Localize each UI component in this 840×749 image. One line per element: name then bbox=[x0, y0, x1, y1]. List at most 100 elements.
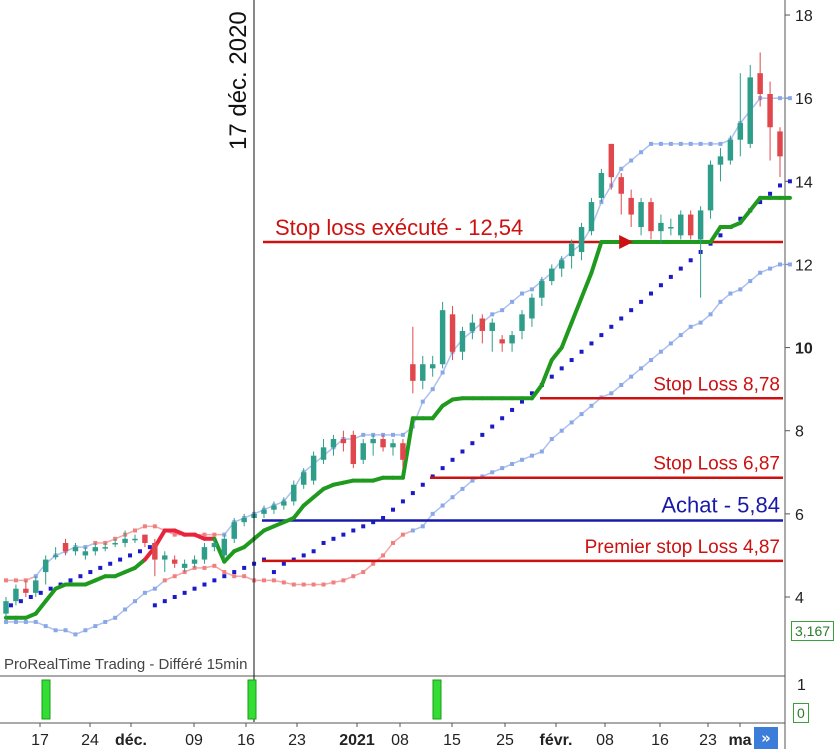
candle-body bbox=[618, 177, 624, 194]
candle-body bbox=[588, 202, 595, 232]
lower-band-point bbox=[133, 599, 137, 604]
trend-dot bbox=[341, 532, 346, 537]
trend-dot bbox=[490, 424, 495, 429]
candle-body bbox=[62, 542, 69, 552]
lower-band-point bbox=[123, 607, 128, 612]
trend-dot bbox=[281, 561, 286, 566]
upper-band-point bbox=[639, 150, 644, 155]
trend-dot bbox=[619, 316, 624, 321]
x-tick-label: 09 bbox=[185, 732, 203, 749]
candle-body bbox=[648, 202, 654, 232]
trend-dot bbox=[242, 565, 247, 570]
upper-band-point bbox=[430, 387, 435, 392]
lower-band-segment bbox=[541, 438, 553, 452]
signal-bar bbox=[247, 679, 257, 720]
candle-body bbox=[707, 164, 714, 211]
lower-band-point bbox=[738, 287, 743, 292]
signal-bar bbox=[432, 679, 442, 720]
lower-band-point bbox=[142, 590, 147, 595]
trend-dot bbox=[162, 599, 167, 604]
trend-dot bbox=[599, 333, 604, 338]
lower-band-point bbox=[271, 578, 276, 583]
y-tick-label: 14 bbox=[795, 174, 813, 191]
plot-area bbox=[0, 0, 785, 675]
stop-line-segment bbox=[539, 358, 554, 387]
lower-band-point bbox=[778, 262, 782, 267]
trend-dot bbox=[658, 283, 663, 288]
trend-dot bbox=[787, 179, 792, 184]
lower-band-point bbox=[510, 461, 515, 466]
lower-band-point bbox=[212, 563, 217, 568]
stop-line-segment bbox=[529, 382, 544, 401]
trend-dot bbox=[182, 590, 187, 595]
trend-dot bbox=[510, 407, 515, 412]
trend-dot bbox=[460, 449, 465, 454]
upper-band-segment bbox=[422, 388, 434, 403]
lower-band-point bbox=[113, 615, 118, 620]
upper-band-point bbox=[13, 578, 18, 583]
lower-band-point bbox=[400, 532, 405, 537]
trend-dot bbox=[301, 553, 306, 558]
lower-band-point bbox=[222, 570, 227, 575]
trend-dot bbox=[271, 570, 276, 575]
candle-body bbox=[549, 268, 555, 282]
stop-line-segment bbox=[589, 239, 604, 275]
stop-line-segment bbox=[738, 208, 753, 225]
stop-line-segment bbox=[33, 599, 48, 616]
trend-dot bbox=[629, 308, 634, 313]
trend-dot bbox=[152, 603, 157, 608]
last-price-badge: 3,167 bbox=[791, 621, 835, 641]
trend-dot bbox=[569, 358, 574, 363]
trend-dot bbox=[450, 457, 455, 462]
lower-band-point bbox=[420, 524, 425, 529]
lower-band-point bbox=[391, 540, 395, 545]
candle-body bbox=[42, 559, 49, 573]
upper-band-point bbox=[400, 432, 405, 437]
candle-body bbox=[449, 314, 456, 352]
level-label: Achat - 5,84 bbox=[661, 493, 780, 518]
trend-dot bbox=[520, 399, 524, 404]
watermark: ProRealTime Trading - Différé 15min bbox=[4, 656, 248, 673]
candle-body bbox=[747, 77, 753, 144]
lower-band-point bbox=[698, 320, 703, 325]
upper-band-point bbox=[420, 399, 425, 404]
upper-band-point bbox=[668, 141, 673, 146]
lower-band-point bbox=[172, 574, 177, 579]
trend-dot bbox=[212, 578, 217, 583]
trend-dot bbox=[128, 553, 133, 558]
candle-body bbox=[578, 227, 585, 252]
candle-body bbox=[439, 310, 446, 365]
lower-band-point bbox=[371, 561, 376, 566]
x-tick-label: 24 bbox=[81, 732, 99, 749]
candle-body bbox=[310, 455, 317, 481]
y-tick-label: 4 bbox=[795, 590, 804, 607]
lower-band-point bbox=[232, 574, 237, 579]
lower-band-point bbox=[430, 511, 435, 516]
trend-dot bbox=[321, 540, 326, 545]
candle-body bbox=[628, 197, 634, 215]
upper-band-point bbox=[440, 370, 445, 375]
level-label: Stop loss exécuté - 12,54 bbox=[275, 215, 523, 240]
lower-band-point bbox=[658, 349, 663, 354]
trend-dot bbox=[778, 183, 782, 188]
candle-body bbox=[459, 330, 466, 352]
stop-line-segment bbox=[291, 503, 306, 521]
lower-band-point bbox=[768, 266, 773, 271]
stop-line-segment bbox=[569, 295, 584, 325]
x-tick-label: 2021 bbox=[339, 732, 375, 749]
trend-dot bbox=[18, 599, 23, 604]
lower-band-point bbox=[787, 262, 792, 267]
candle-body bbox=[638, 202, 644, 228]
lower-band bbox=[4, 262, 792, 637]
candle-body bbox=[390, 443, 396, 448]
scroll-right-button[interactable]: » bbox=[754, 727, 778, 749]
upper-band-segment bbox=[432, 372, 444, 390]
x-tick-label: 16 bbox=[237, 732, 255, 749]
y-tick-label: 8 bbox=[795, 424, 804, 441]
stop-line-segment bbox=[242, 536, 257, 550]
lower-band-point bbox=[83, 628, 88, 633]
candle-body bbox=[420, 364, 426, 381]
upper-band-point bbox=[688, 141, 693, 146]
candle-body bbox=[380, 439, 386, 448]
